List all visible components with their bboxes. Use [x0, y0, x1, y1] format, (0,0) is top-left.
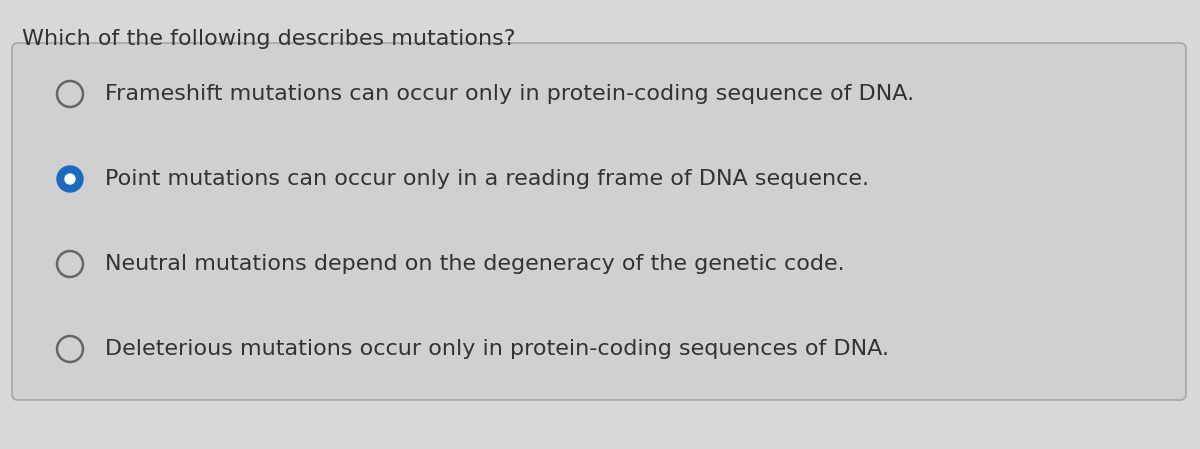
Text: Neutral mutations depend on the degeneracy of the genetic code.: Neutral mutations depend on the degenera… [106, 254, 845, 274]
Circle shape [65, 174, 74, 184]
Text: Frameshift mutations can occur only in protein-coding sequence of DNA.: Frameshift mutations can occur only in p… [106, 84, 914, 104]
FancyBboxPatch shape [12, 43, 1186, 400]
Text: Which of the following describes mutations?: Which of the following describes mutatio… [22, 29, 516, 49]
Text: Deleterious mutations occur only in protein-coding sequences of DNA.: Deleterious mutations occur only in prot… [106, 339, 889, 359]
Circle shape [58, 166, 83, 192]
Text: Point mutations can occur only in a reading frame of DNA sequence.: Point mutations can occur only in a read… [106, 169, 869, 189]
